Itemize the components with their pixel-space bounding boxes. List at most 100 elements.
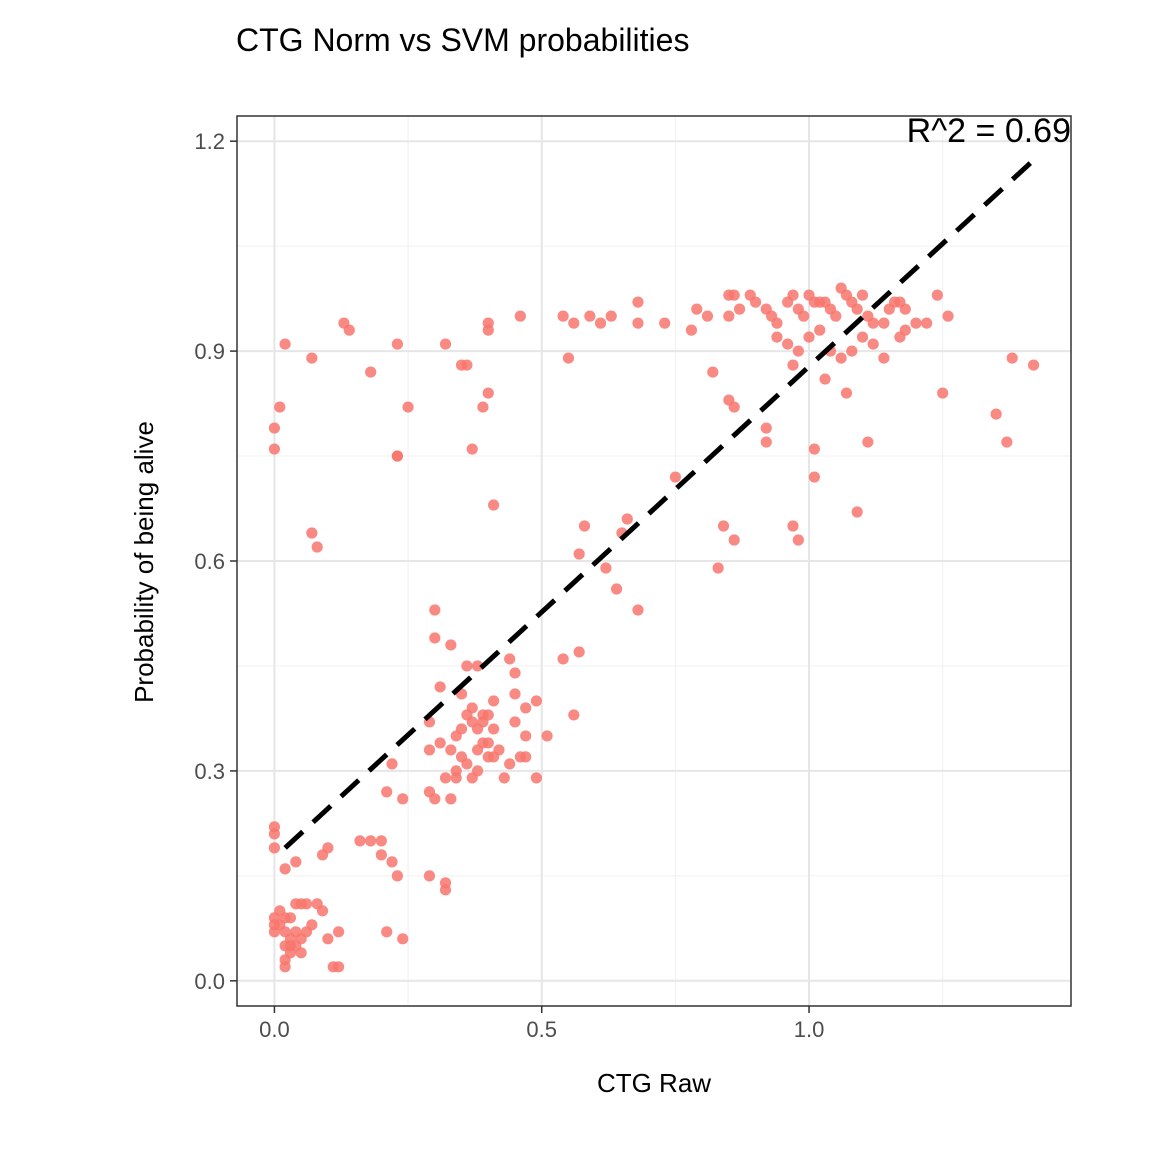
data-point <box>461 660 473 672</box>
data-point <box>477 401 489 413</box>
data-point <box>760 422 772 434</box>
data-point <box>279 863 291 875</box>
data-point <box>669 471 681 483</box>
data-point <box>455 723 468 735</box>
data-point <box>659 317 671 329</box>
data-point <box>391 450 403 462</box>
data-points <box>268 282 1040 973</box>
data-point <box>878 352 890 364</box>
x-axis-title: CTG Raw <box>597 1068 711 1098</box>
data-point <box>268 422 281 434</box>
data-point <box>803 331 815 343</box>
data-point <box>482 737 494 749</box>
data-point <box>856 331 869 343</box>
x-tick-label: 1.0 <box>794 1017 825 1042</box>
data-point <box>712 562 724 574</box>
data-point <box>445 639 457 651</box>
data-point <box>274 401 286 413</box>
data-point <box>728 401 740 413</box>
data-point <box>322 933 334 945</box>
data-point <box>851 506 863 518</box>
data-point <box>835 352 847 364</box>
data-point <box>423 744 436 756</box>
data-point <box>482 387 494 399</box>
data-point <box>429 632 441 644</box>
data-point <box>787 359 799 371</box>
data-point <box>787 289 799 301</box>
data-point <box>514 310 526 322</box>
data-point <box>482 324 494 336</box>
data-point <box>557 653 569 665</box>
data-point <box>391 870 403 882</box>
data-point <box>306 352 318 364</box>
data-point <box>488 723 500 735</box>
data-point <box>332 926 345 938</box>
data-point <box>717 520 730 532</box>
data-point <box>461 758 473 770</box>
data-point <box>867 317 879 329</box>
data-point <box>867 338 879 350</box>
data-point <box>429 793 441 805</box>
data-point <box>1001 436 1013 448</box>
axis-ticks: 0.0 0.5 1.0 0.0 0.3 0.6 0.9 1.2 <box>194 129 824 1042</box>
data-point <box>910 317 922 329</box>
data-point <box>1006 352 1018 364</box>
data-point <box>830 310 842 322</box>
data-point <box>931 289 943 301</box>
y-tick-label: 0.3 <box>194 759 225 784</box>
data-point <box>600 562 612 574</box>
data-point <box>482 709 494 721</box>
data-point <box>316 905 329 917</box>
data-point <box>557 310 569 322</box>
y-tick-label: 1.2 <box>194 129 225 154</box>
data-point <box>488 695 500 707</box>
x-tick-label: 0.0 <box>259 1017 290 1042</box>
data-point <box>530 772 542 784</box>
data-point <box>760 436 772 448</box>
data-point <box>787 520 799 532</box>
data-point <box>514 751 526 763</box>
y-tick-label: 0.6 <box>194 549 225 574</box>
data-point <box>605 310 617 322</box>
chart-title: CTG Norm vs SVM probabilities <box>236 22 690 58</box>
data-point <box>445 793 457 805</box>
data-point <box>365 835 377 847</box>
data-point <box>771 331 783 343</box>
data-point <box>723 310 735 322</box>
data-point <box>899 324 911 336</box>
data-point <box>990 408 1002 420</box>
data-point <box>840 387 853 399</box>
data-point <box>375 849 387 861</box>
data-point <box>584 310 596 322</box>
r-squared-annotation: R^2 = 0.69 <box>907 112 1071 150</box>
data-point <box>504 653 516 665</box>
data-point <box>471 765 484 777</box>
data-point <box>466 443 478 455</box>
data-point <box>471 660 484 672</box>
data-point <box>610 583 623 595</box>
data-point <box>332 961 345 973</box>
data-point <box>921 317 933 329</box>
data-point <box>520 702 532 714</box>
data-point <box>343 324 355 336</box>
data-point <box>541 730 553 742</box>
data-point <box>685 324 698 336</box>
data-point <box>846 345 858 357</box>
data-point <box>493 744 505 756</box>
data-point <box>423 870 436 882</box>
data-point <box>771 317 783 329</box>
data-point <box>578 520 591 532</box>
data-point <box>268 842 281 854</box>
data-point <box>402 401 414 413</box>
data-point <box>878 317 890 329</box>
data-point <box>792 534 804 546</box>
data-point <box>733 303 746 315</box>
data-point <box>429 604 441 616</box>
data-point <box>632 604 644 616</box>
data-point <box>306 919 318 931</box>
data-point <box>798 310 810 322</box>
data-point <box>375 835 387 847</box>
data-point <box>814 324 826 336</box>
data-point <box>568 709 580 721</box>
data-point <box>300 898 313 910</box>
